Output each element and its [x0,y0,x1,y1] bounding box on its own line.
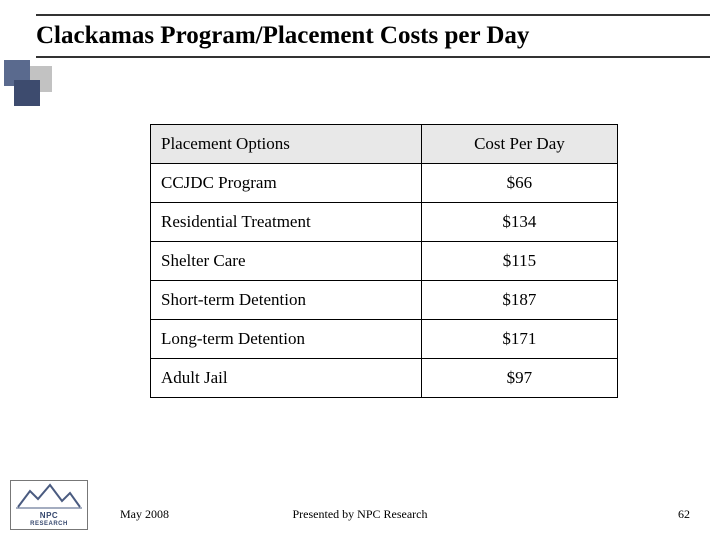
decor-squares [0,58,56,114]
table-row: Shelter Care $115 [151,242,618,281]
slide-title: Clackamas Program/Placement Costs per Da… [36,22,529,50]
table-row: Residential Treatment $134 [151,203,618,242]
costs-table: Placement Options Cost Per Day CCJDC Pro… [150,124,618,398]
cell-cost: $134 [421,203,617,242]
cell-cost: $187 [421,281,617,320]
cell-option: Short-term Detention [151,281,422,320]
cell-cost: $171 [421,320,617,359]
table-row: CCJDC Program $66 [151,164,618,203]
footer-presented: Presented by NPC Research [0,507,720,522]
table-row: Adult Jail $97 [151,359,618,398]
table-header-row: Placement Options Cost Per Day [151,125,618,164]
cell-cost: $115 [421,242,617,281]
decor-square-3 [14,80,40,106]
cell-option: Residential Treatment [151,203,422,242]
footer-page-number: 62 [678,507,690,522]
cell-option: Shelter Care [151,242,422,281]
cell-option: Long-term Detention [151,320,422,359]
cell-cost: $66 [421,164,617,203]
cell-option: CCJDC Program [151,164,422,203]
col-header-cost: Cost Per Day [421,125,617,164]
npc-logo: NPC RESEARCH [10,480,88,530]
cell-option: Adult Jail [151,359,422,398]
cell-cost: $97 [421,359,617,398]
table-row: Short-term Detention $187 [151,281,618,320]
title-bar: Clackamas Program/Placement Costs per Da… [36,14,710,58]
table-row: Long-term Detention $171 [151,320,618,359]
col-header-options: Placement Options [151,125,422,164]
